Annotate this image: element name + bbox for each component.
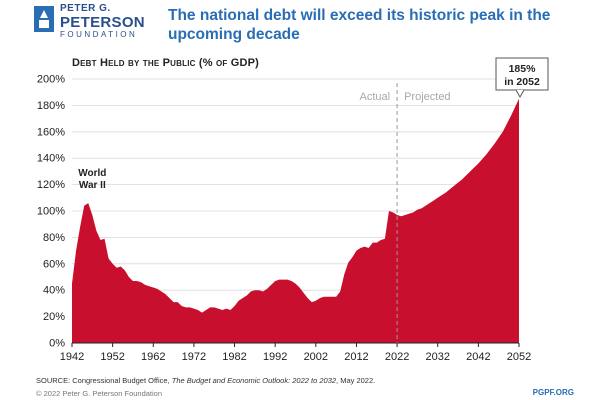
x-tick-label: 1942 — [60, 351, 84, 363]
x-tick-label: 1972 — [182, 351, 206, 363]
x-tick-label: 2022 — [385, 351, 409, 363]
y-tick-label: 20% — [43, 311, 65, 323]
wwii-annotation-line-2: War II — [79, 180, 106, 191]
wwii-annotation-line-1: World — [78, 168, 106, 179]
y-tick-label: 200% — [37, 74, 65, 86]
foundation-logo-text: PETER G. PETERSON FOUNDATION — [60, 4, 145, 39]
y-tick-label: 140% — [37, 153, 65, 165]
headline-line-1: The national debt will exceed its histor… — [168, 7, 551, 24]
x-tick-label: 2032 — [425, 351, 449, 363]
x-tick-label: 1982 — [222, 351, 246, 363]
copyright-note: © 2022 Peter G. Peterson Foundation — [36, 389, 163, 398]
x-tick-label: 2042 — [466, 351, 490, 363]
headline-line-2: upcoming decade — [168, 26, 300, 43]
y-tick-label: 120% — [37, 179, 65, 191]
x-tick-label: 1962 — [141, 351, 165, 363]
y-tick-label: 0% — [49, 338, 65, 350]
site-link[interactable]: PGPF.ORG — [532, 388, 574, 397]
x-tick-label: 2052 — [507, 351, 531, 363]
y-tick-label: 160% — [37, 126, 65, 138]
projected-label: Projected — [404, 91, 450, 103]
y-tick-label: 180% — [37, 100, 65, 112]
x-tick-label: 1952 — [100, 351, 124, 363]
y-tick-label: 80% — [43, 232, 65, 244]
source-title: The Budget and Economic Outlook: 2022 to… — [171, 376, 337, 385]
foundation-logo-icon — [34, 6, 54, 32]
logo-line-2: PETERSON — [60, 14, 145, 31]
logo-line-3: FOUNDATION — [60, 30, 138, 39]
debt-area-series — [72, 98, 519, 343]
peak-callout-pointer — [515, 89, 525, 99]
source-prefix: SOURCE: Congressional Budget Office, — [36, 376, 172, 385]
y-tick-label: 60% — [43, 258, 65, 270]
source-suffix: , May 2022. — [336, 376, 376, 385]
x-tick-label: 1992 — [263, 351, 287, 363]
source-note: SOURCE: Congressional Budget Office, The… — [36, 376, 375, 385]
peak-callout-line-1: 185% — [509, 63, 537, 75]
peak-callout-line-2: in 2052 — [504, 76, 540, 88]
actual-label: Actual — [360, 91, 391, 103]
y-tick-label: 40% — [43, 285, 65, 297]
x-tick-label: 2012 — [344, 351, 368, 363]
headline: The national debt will exceed its histor… — [168, 6, 578, 44]
y-tick-label: 100% — [37, 206, 65, 218]
chart-title: Debt Held by the Public (% of GDP) — [72, 57, 260, 69]
logo-line-1: PETER G. — [60, 3, 111, 14]
x-tick-label: 2002 — [304, 351, 328, 363]
